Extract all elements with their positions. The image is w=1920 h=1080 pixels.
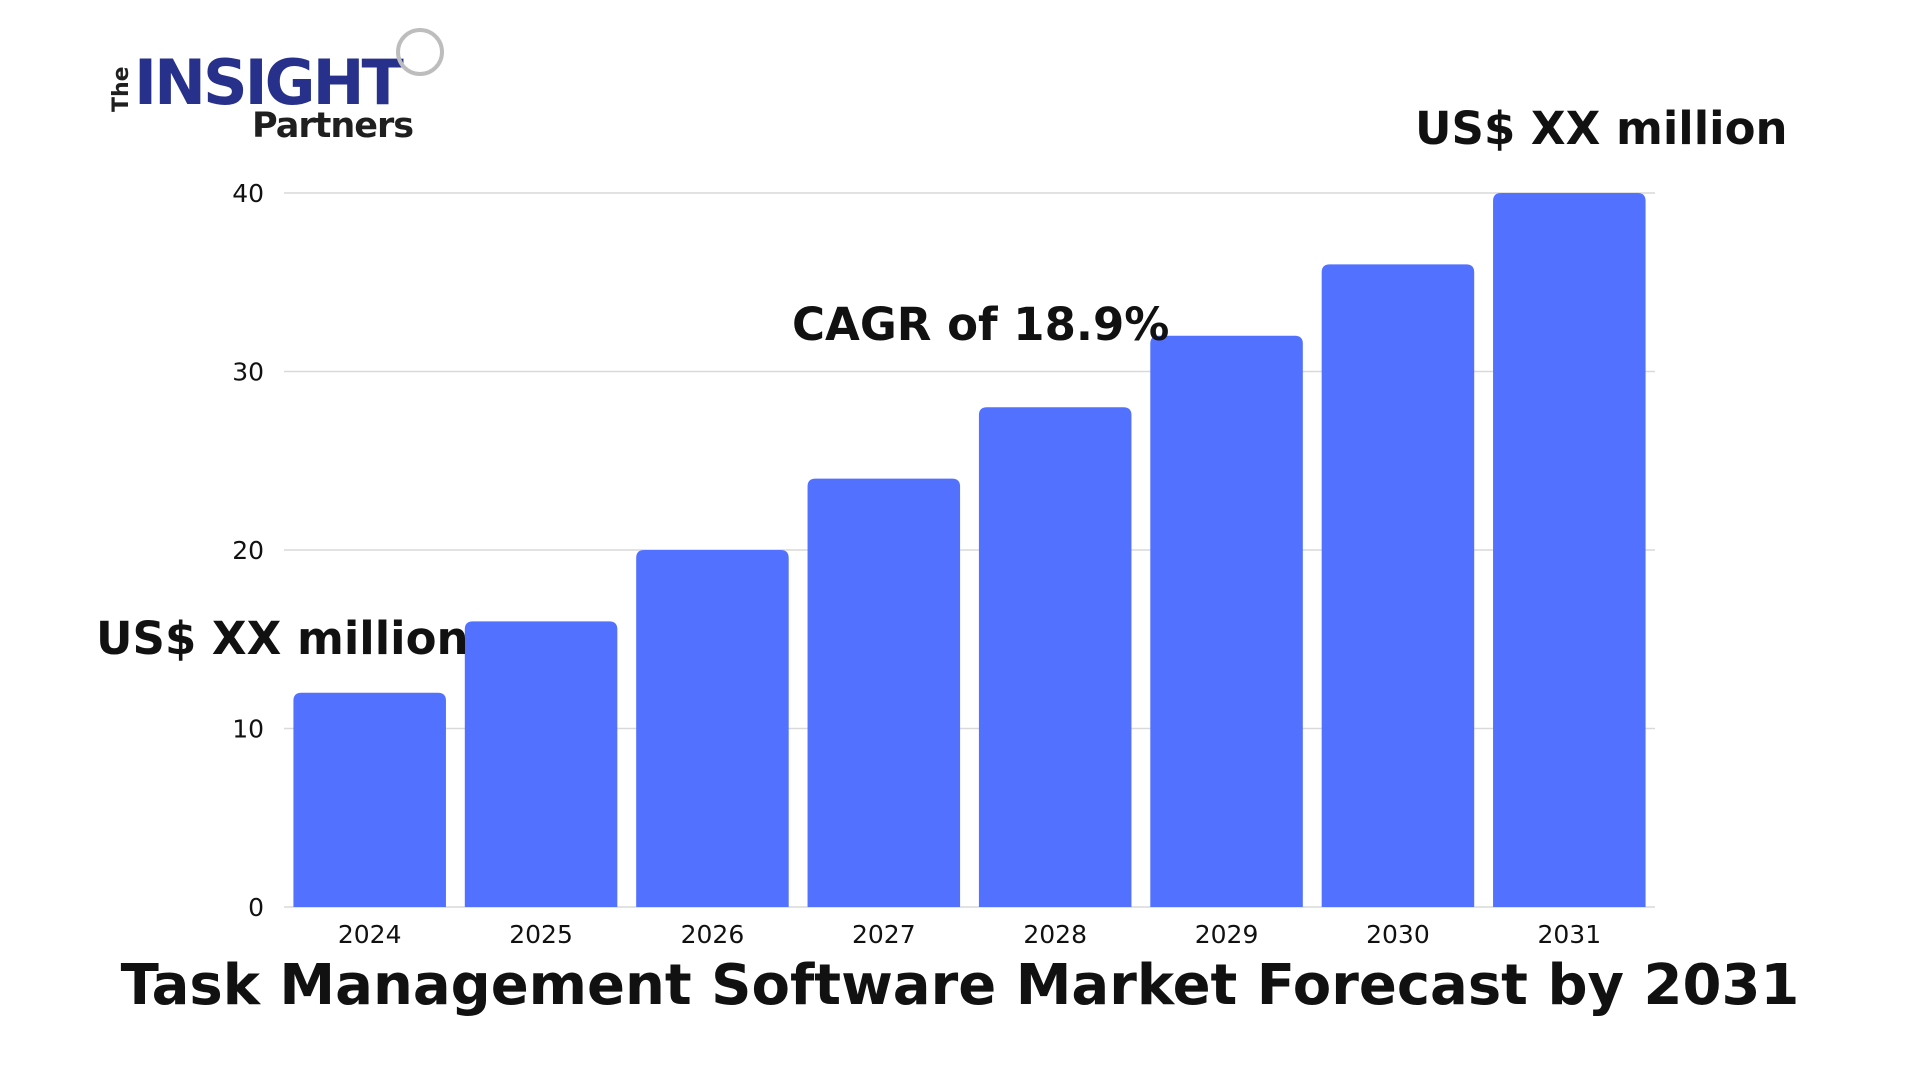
chart-title: Task Management Software Market Forecast…: [120, 953, 1800, 1018]
bar-2031: [1493, 193, 1646, 907]
y-tick-label: 0: [248, 893, 264, 922]
bar-2028: [978, 407, 1132, 907]
annotation-end-value: US$ XX million: [1415, 102, 1788, 155]
annotation-start-value: US$ XX million: [96, 612, 469, 665]
bar-2026: [636, 550, 789, 907]
bars: [293, 193, 1646, 907]
logo-insight-text: INSIGHT: [134, 46, 403, 119]
y-tick-label: 10: [232, 715, 264, 744]
x-tick-label-2031: 2031: [1538, 920, 1602, 949]
y-tick-label: 40: [232, 179, 264, 208]
logo-partners-text: Partners: [252, 106, 413, 146]
y-tick-label: 30: [232, 358, 264, 387]
bar-2024: [293, 692, 446, 907]
bar-2029: [1150, 335, 1303, 907]
x-tick-label-2029: 2029: [1195, 920, 1259, 949]
bar-2027: [807, 478, 961, 907]
the-insight-partners-logo: The INSIGHT Partners: [109, 28, 444, 146]
logo-magnifier-icon: [396, 28, 444, 76]
x-tick-label-2025: 2025: [509, 920, 573, 949]
y-tick-label: 20: [232, 536, 264, 565]
x-tick-label-2030: 2030: [1366, 920, 1430, 949]
x-axis-ticks: 2024 2025 2026 2027 2028 2029 2030 2031: [338, 920, 1601, 949]
x-tick-label-2026: 2026: [681, 920, 745, 949]
logo-the-text: The: [109, 66, 134, 112]
x-tick-label-2024: 2024: [338, 920, 402, 949]
bar-2030: [1321, 264, 1475, 907]
x-tick-label-2028: 2028: [1023, 920, 1087, 949]
annotation-cagr: CAGR of 18.9%: [792, 298, 1169, 351]
y-axis-ticks: 0 10 20 30 40: [232, 179, 264, 922]
x-tick-label-2027: 2027: [852, 920, 916, 949]
bar-2025: [464, 621, 618, 907]
